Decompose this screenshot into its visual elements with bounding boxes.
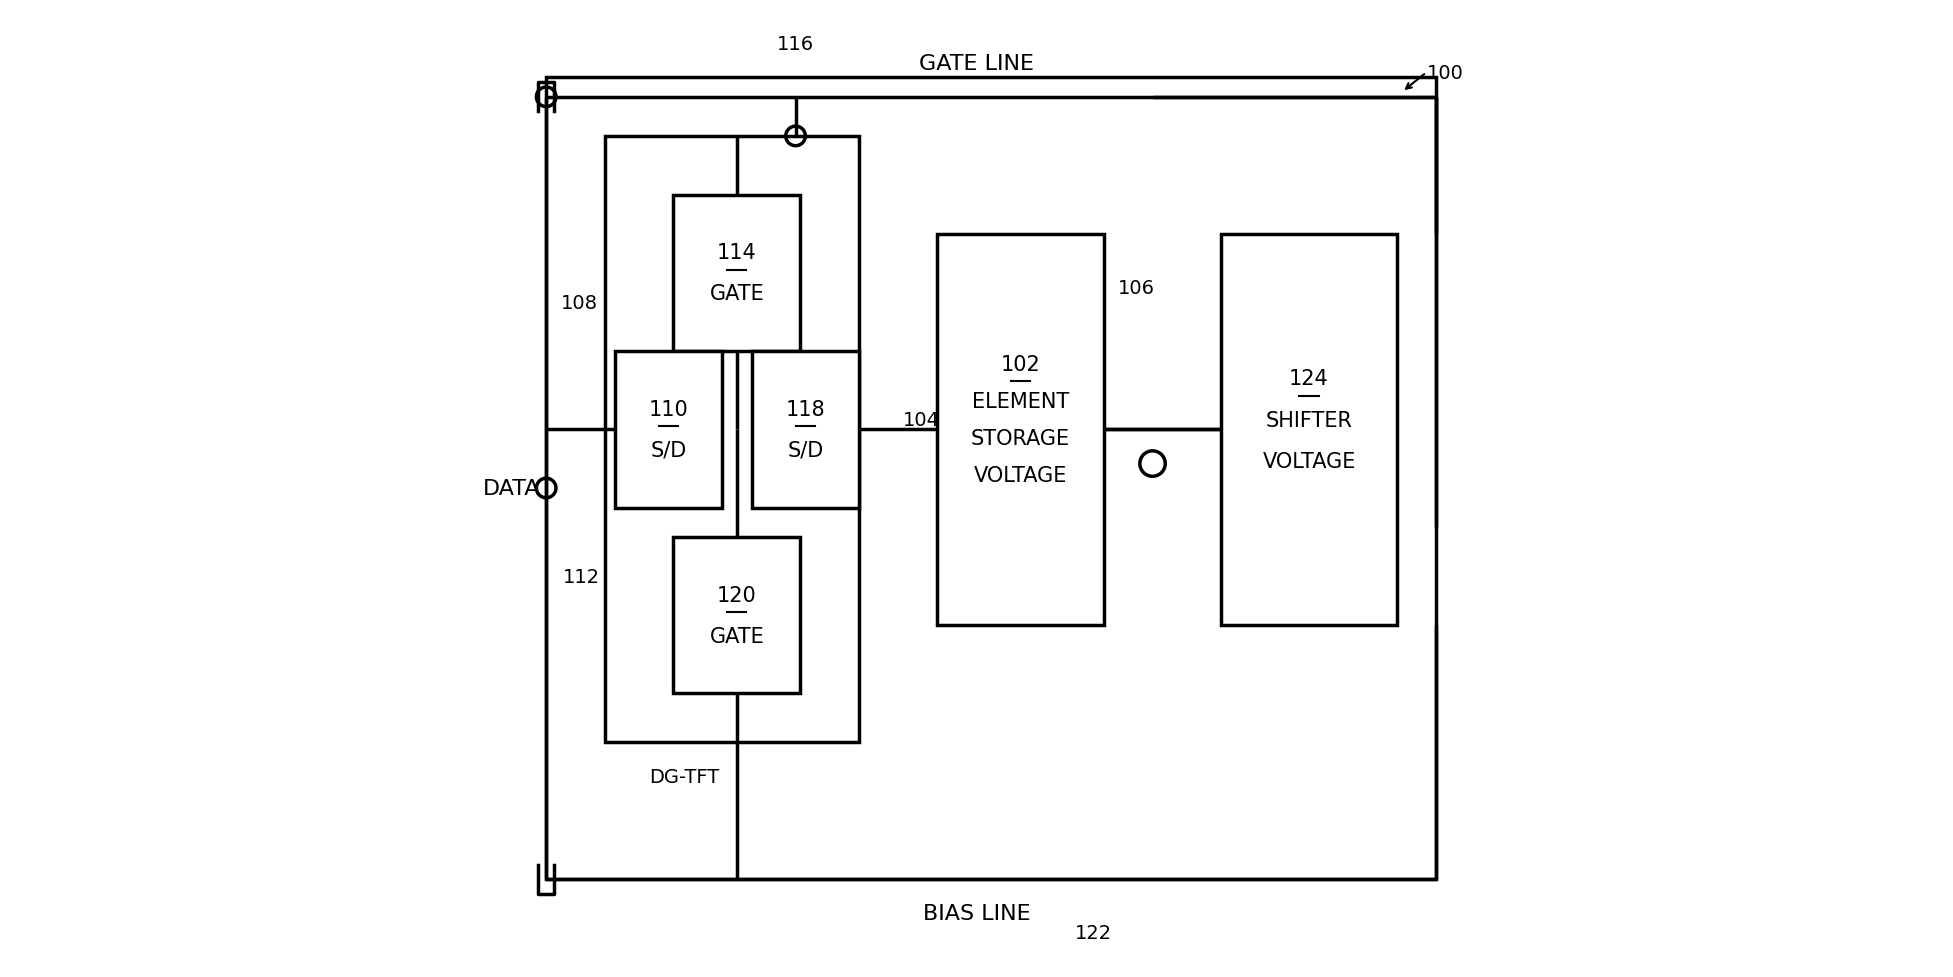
Text: 110: 110 (648, 400, 687, 419)
Text: DG-TFT: DG-TFT (648, 767, 719, 786)
Text: GATE LINE: GATE LINE (920, 54, 1033, 73)
Text: 114: 114 (717, 243, 756, 263)
Text: GATE: GATE (709, 626, 764, 646)
Text: 118: 118 (785, 400, 826, 419)
Text: 108: 108 (561, 293, 598, 313)
Text: 100: 100 (1426, 64, 1463, 83)
Bar (547, 78, 1435, 879)
Bar (1221, 234, 1396, 625)
Text: 120: 120 (717, 585, 756, 605)
Text: ELEMENT: ELEMENT (973, 392, 1068, 411)
Text: 124: 124 (1289, 369, 1328, 389)
Text: SHIFTER: SHIFTER (1266, 410, 1353, 430)
Bar (937, 234, 1103, 625)
Bar (605, 137, 859, 743)
Text: 110: 110 (648, 400, 687, 419)
Text: VOLTAGE: VOLTAGE (975, 466, 1066, 486)
Bar (752, 352, 859, 508)
Bar (674, 195, 801, 352)
Text: VOLTAGE: VOLTAGE (1262, 451, 1355, 471)
Text: 104: 104 (902, 410, 939, 430)
Text: STORAGE: STORAGE (971, 429, 1070, 448)
Text: 124: 124 (1289, 369, 1328, 389)
Text: 116: 116 (777, 34, 814, 54)
Text: 102: 102 (1000, 355, 1041, 374)
Text: DATA: DATA (482, 479, 541, 498)
Text: S/D: S/D (787, 441, 824, 460)
Bar (615, 352, 723, 508)
Text: S/D: S/D (650, 441, 687, 460)
Text: 120: 120 (717, 585, 756, 605)
Text: BIAS LINE: BIAS LINE (922, 904, 1031, 923)
Bar (674, 537, 801, 694)
Text: 118: 118 (785, 400, 826, 419)
Text: 106: 106 (1119, 278, 1156, 298)
Text: 102: 102 (1000, 355, 1041, 374)
Text: 112: 112 (562, 567, 600, 586)
Text: 114: 114 (717, 243, 756, 263)
Text: 122: 122 (1076, 923, 1113, 943)
Text: GATE: GATE (709, 284, 764, 304)
